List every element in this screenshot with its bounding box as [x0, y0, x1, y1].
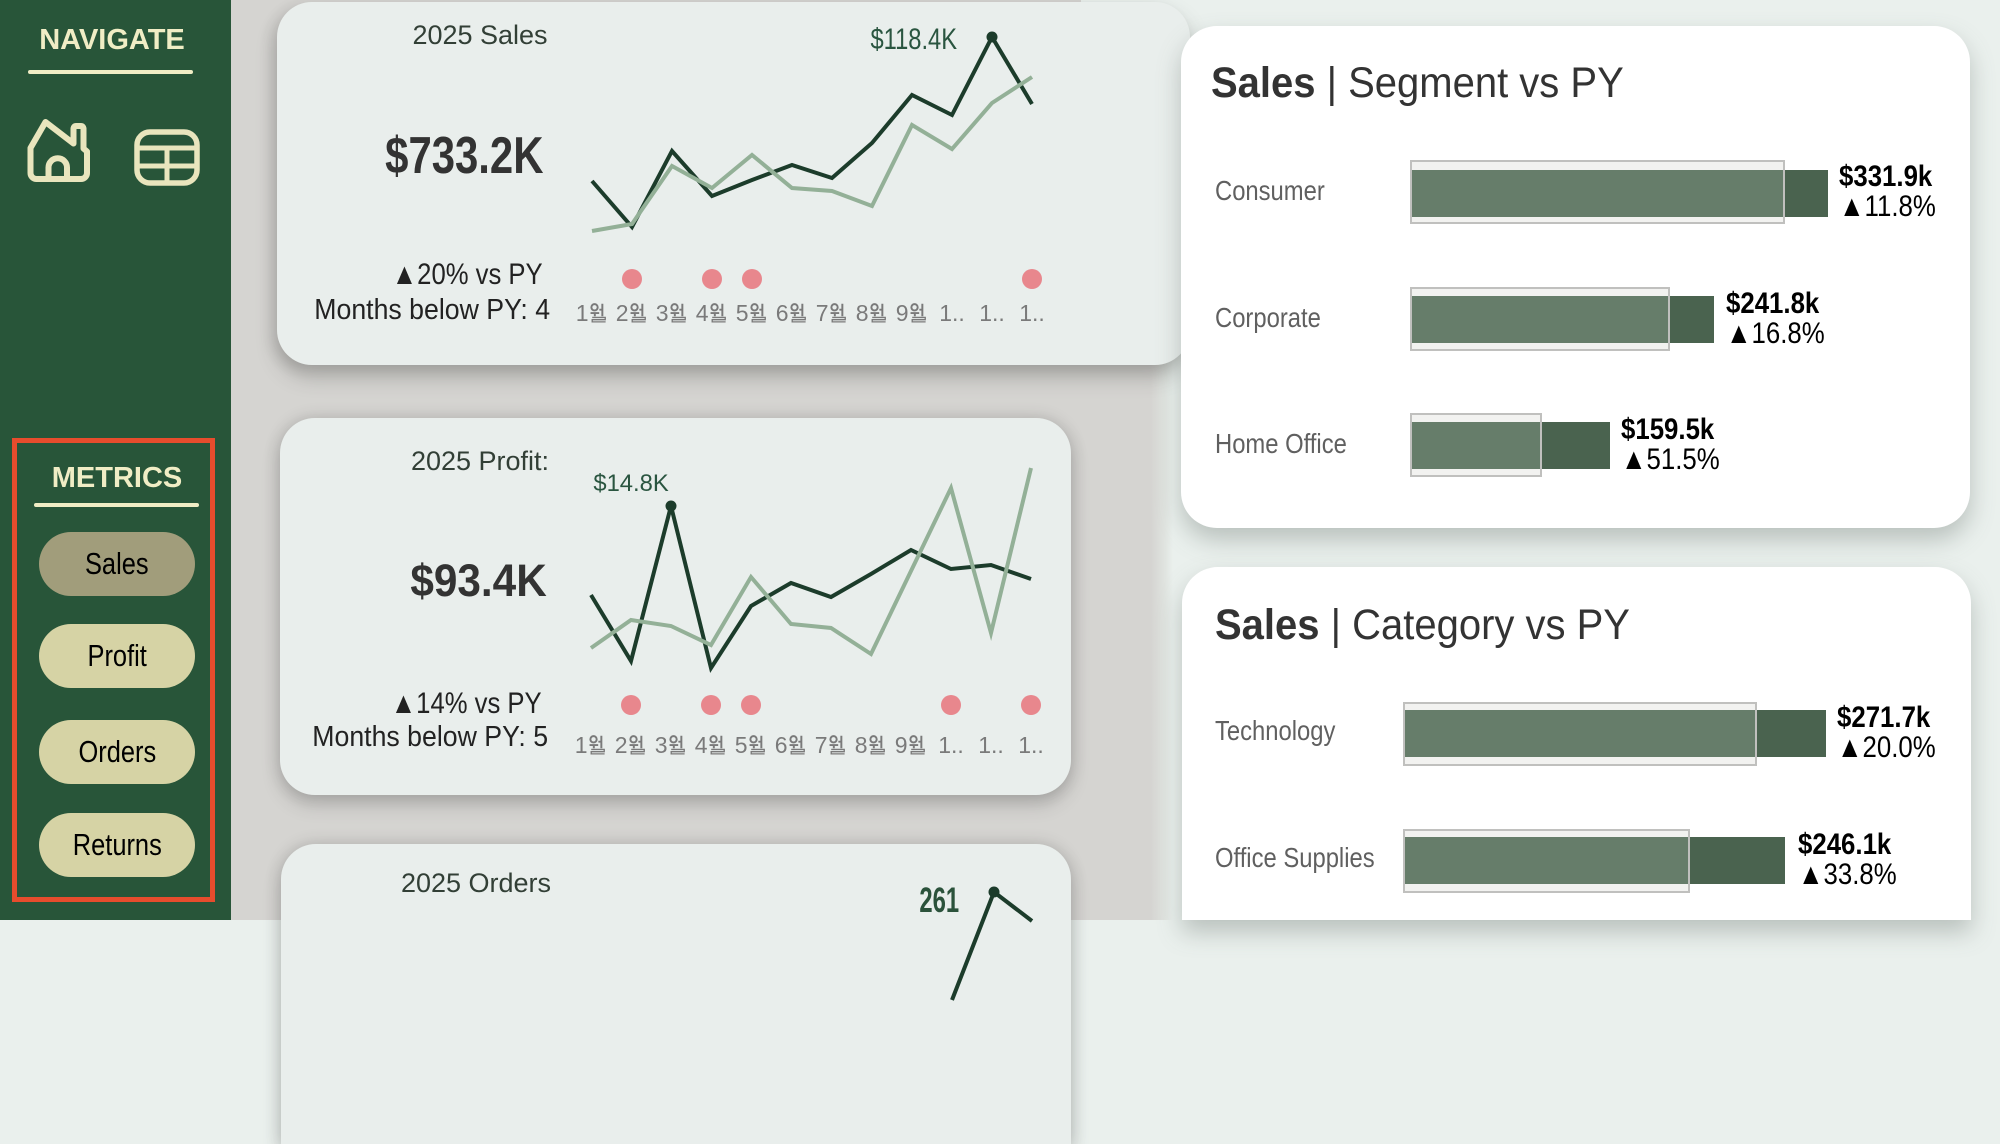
svg-text:6: 6	[776, 300, 789, 326]
svg-text:5: 5	[736, 300, 749, 326]
svg-text:9: 9	[895, 732, 908, 758]
svg-text:3: 3	[655, 732, 668, 758]
svg-text:1..: 1..	[978, 732, 1004, 758]
svg-text:4: 4	[696, 300, 709, 326]
svg-text:8: 8	[856, 300, 869, 326]
svg-text:3: 3	[656, 300, 669, 326]
svg-text:5: 5	[735, 732, 748, 758]
svg-text:1..: 1..	[979, 300, 1005, 326]
svg-text:1: 1	[575, 732, 588, 758]
svg-text:7: 7	[815, 732, 828, 758]
svg-text:2: 2	[615, 732, 628, 758]
svg-text:8: 8	[855, 732, 868, 758]
svg-text:9: 9	[896, 300, 909, 326]
svg-text:4: 4	[695, 732, 708, 758]
svg-text:7: 7	[816, 300, 829, 326]
svg-text:1..: 1..	[1019, 300, 1045, 326]
svg-text:1..: 1..	[939, 300, 965, 326]
svg-text:1..: 1..	[938, 732, 964, 758]
svg-text:2: 2	[616, 300, 629, 326]
svg-text:6: 6	[775, 732, 788, 758]
svg-text:1..: 1..	[1018, 732, 1044, 758]
svg-text:1: 1	[576, 300, 589, 326]
